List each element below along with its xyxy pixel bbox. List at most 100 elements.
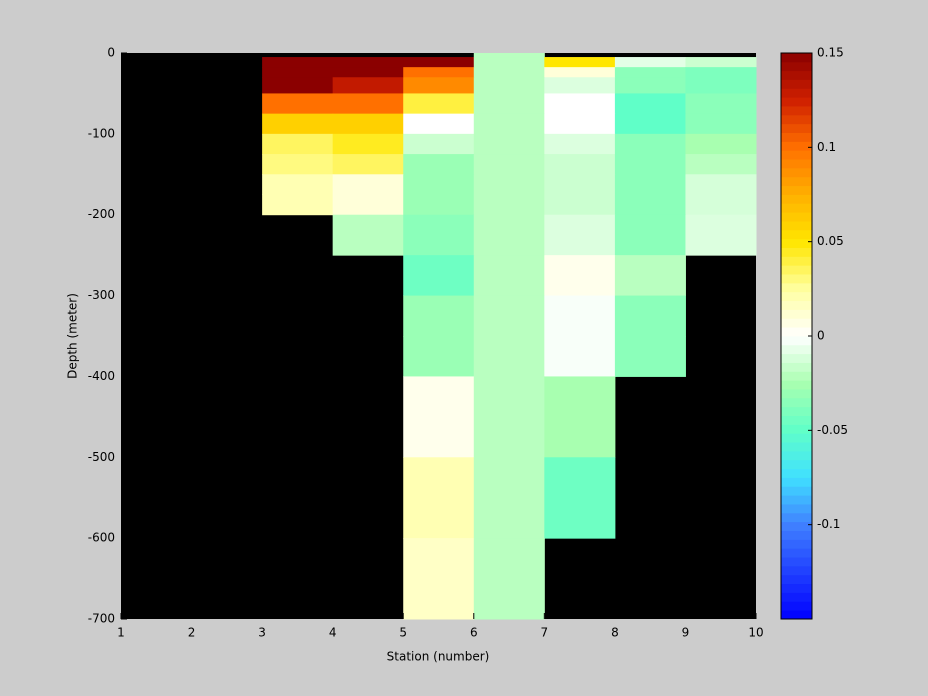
colorbar-tick-label: 0.1 — [817, 140, 836, 154]
colorbar-swatch — [781, 450, 812, 461]
heatmap-cell — [332, 57, 404, 68]
x-tick-label: 3 — [258, 626, 266, 640]
x-tick-label: 10 — [748, 626, 763, 640]
heatmap-cell — [403, 538, 475, 620]
heatmap-cell — [403, 67, 475, 78]
x-tick-label: 8 — [611, 626, 619, 640]
colorbar-swatch — [781, 300, 812, 310]
heatmap-cell — [473, 154, 545, 175]
heatmap-cell — [473, 53, 545, 58]
colorbar-swatch — [781, 265, 812, 275]
heatmap-cell — [262, 133, 334, 155]
heatmap-cell — [473, 67, 545, 78]
x-tick-label: 7 — [541, 626, 549, 640]
colorbar-swatch — [781, 159, 812, 169]
colorbar-swatch — [781, 336, 812, 346]
heatmap-cell — [332, 113, 404, 135]
colorbar-swatch — [781, 247, 812, 257]
colorbar-swatch — [781, 477, 812, 487]
y-tick-label: -200 — [88, 207, 115, 221]
heatmap-cell — [473, 194, 545, 216]
heatmap-cell — [544, 457, 616, 539]
heatmap-cell — [544, 57, 616, 68]
heatmap-cell — [262, 194, 334, 216]
heatmap-cell — [473, 295, 545, 337]
colorbar-swatch — [781, 344, 812, 355]
heatmap-cell — [614, 174, 686, 195]
heatmap-cell — [544, 77, 616, 94]
heatmap-cell — [614, 57, 686, 68]
colorbar-swatch — [781, 106, 812, 116]
colorbar-swatch — [781, 574, 812, 585]
heatmap-cell — [685, 214, 757, 256]
heatmap-cell — [262, 174, 334, 195]
heatmap-cell — [685, 194, 757, 216]
colorbar-swatch — [781, 415, 812, 425]
colorbar-swatch — [781, 530, 812, 540]
colorbar-swatch — [781, 141, 812, 151]
colorbar-swatch — [781, 318, 812, 328]
y-tick-label: -400 — [88, 369, 115, 383]
heatmap-cell — [544, 93, 616, 115]
colorbar-swatch — [781, 309, 812, 319]
colorbar-swatch — [781, 282, 812, 293]
heatmap-cell — [403, 113, 475, 135]
y-tick-label: -100 — [88, 126, 115, 140]
colorbar-swatch — [781, 433, 812, 443]
heatmap-cell — [332, 154, 404, 175]
heatmap-cell — [544, 174, 616, 195]
colorbar-swatch — [781, 185, 812, 195]
heatmap-cell — [473, 214, 545, 256]
heatmap-cell — [614, 336, 686, 377]
heatmap-cell — [473, 376, 545, 458]
colorbar-swatch — [781, 565, 812, 576]
heatmap-cell — [403, 255, 475, 297]
colorbar-swatch — [781, 362, 812, 372]
heatmap-cell — [685, 174, 757, 195]
heatmap-cell — [614, 93, 686, 115]
heatmap-cell — [544, 295, 616, 337]
colorbar-swatch — [781, 397, 812, 408]
colorbar-swatch — [781, 371, 812, 381]
colorbar-swatch — [781, 150, 812, 160]
heatmap-cell — [544, 194, 616, 216]
colorbar-swatch — [781, 486, 812, 496]
colorbar-swatch — [781, 521, 812, 531]
colorbar-swatch — [781, 548, 812, 558]
colorbar-swatch — [781, 442, 812, 452]
colorbar-swatch — [781, 353, 812, 363]
heatmap-cell — [403, 77, 475, 94]
heatmap-cell — [685, 133, 757, 155]
colorbar-swatch — [781, 389, 812, 399]
heatmap-cell — [262, 154, 334, 175]
y-tick-label: -600 — [88, 531, 115, 545]
colorbar-swatch — [781, 380, 812, 390]
heatmap-cell — [473, 113, 545, 135]
colorbar-swatch — [781, 557, 812, 567]
y-tick-label: -300 — [88, 288, 115, 302]
colorbar-swatch — [781, 61, 812, 72]
colorbar-tick-label: 0.05 — [817, 234, 844, 248]
y-tick-label: -700 — [88, 612, 115, 626]
x-tick-label: 9 — [682, 626, 690, 640]
colorbar-swatch — [781, 583, 812, 593]
heatmap-cell — [685, 57, 757, 68]
heatmap-cell — [614, 295, 686, 337]
heatmap-cell — [544, 376, 616, 458]
heatmap-cell — [614, 77, 686, 94]
heatmap-cell — [403, 295, 475, 337]
colorbar-swatch — [781, 512, 812, 523]
heatmap-cell — [332, 67, 404, 78]
heatmap-cell — [544, 67, 616, 78]
heatmap-cell — [403, 154, 475, 175]
heatmap-cell — [473, 336, 545, 377]
colorbar-swatch — [781, 256, 812, 266]
heatmap-cell — [685, 77, 757, 94]
heatmap-cell — [262, 57, 334, 68]
x-tick-label: 2 — [188, 626, 196, 640]
colorbar-swatch — [781, 203, 812, 213]
heatmap-cell — [473, 133, 545, 155]
colorbar-swatch — [781, 610, 812, 620]
heatmap-cell — [403, 174, 475, 195]
colorbar-swatch — [781, 88, 812, 98]
